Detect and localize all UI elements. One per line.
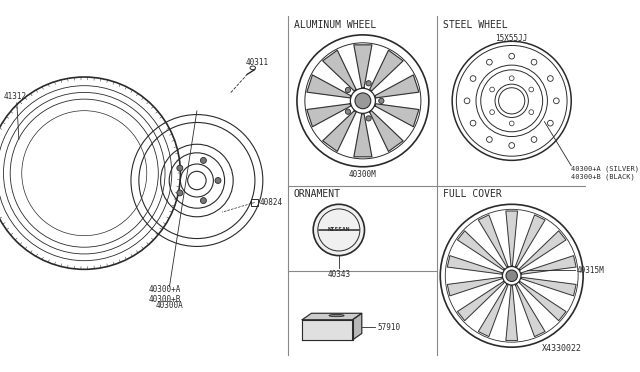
Text: STEEL WHEEL: STEEL WHEEL — [443, 20, 508, 30]
Circle shape — [506, 270, 517, 282]
Polygon shape — [447, 277, 502, 296]
Polygon shape — [323, 111, 356, 151]
Polygon shape — [370, 111, 403, 151]
Circle shape — [200, 157, 206, 163]
Ellipse shape — [329, 314, 344, 317]
Text: 40300+A (SILVER)
40300+B (BLACK): 40300+A (SILVER) 40300+B (BLACK) — [572, 166, 639, 180]
Text: 40300+A
40300+B: 40300+A 40300+B — [148, 285, 181, 304]
Polygon shape — [375, 75, 419, 98]
Polygon shape — [323, 50, 356, 91]
Polygon shape — [478, 285, 508, 337]
Polygon shape — [375, 104, 419, 127]
Polygon shape — [370, 50, 403, 91]
Text: ORNAMENT: ORNAMENT — [294, 189, 341, 199]
Circle shape — [200, 198, 206, 203]
Polygon shape — [515, 215, 545, 267]
Polygon shape — [447, 256, 502, 274]
Text: FULL COVER: FULL COVER — [443, 189, 502, 199]
Circle shape — [379, 98, 384, 103]
Circle shape — [215, 177, 221, 183]
Circle shape — [313, 204, 365, 256]
Polygon shape — [354, 45, 372, 88]
Circle shape — [346, 87, 351, 93]
Text: 15X55JJ: 15X55JJ — [495, 34, 528, 43]
Circle shape — [346, 109, 351, 114]
Polygon shape — [506, 286, 518, 340]
Polygon shape — [307, 75, 351, 98]
Circle shape — [355, 93, 371, 109]
Text: 57910: 57910 — [378, 323, 401, 331]
Text: 40343: 40343 — [327, 270, 351, 279]
Text: 40824: 40824 — [260, 198, 284, 207]
Polygon shape — [478, 215, 508, 267]
Polygon shape — [354, 114, 372, 157]
Polygon shape — [515, 285, 545, 337]
Polygon shape — [519, 231, 566, 270]
Polygon shape — [302, 320, 353, 340]
Text: 40315M: 40315M — [577, 266, 604, 275]
Text: 40311: 40311 — [245, 58, 269, 67]
Text: 40300M: 40300M — [349, 170, 377, 179]
Polygon shape — [307, 104, 351, 127]
Circle shape — [366, 81, 371, 86]
Circle shape — [366, 116, 371, 121]
Text: ALUMINUM WHEEL: ALUMINUM WHEEL — [294, 20, 376, 30]
Polygon shape — [519, 282, 566, 321]
Text: 41312: 41312 — [3, 92, 27, 101]
Circle shape — [177, 190, 183, 196]
Text: X4330022: X4330022 — [541, 344, 582, 353]
Polygon shape — [353, 313, 362, 340]
Polygon shape — [458, 282, 504, 321]
Polygon shape — [458, 231, 504, 270]
Text: 40300A: 40300A — [156, 301, 183, 310]
Bar — [251, 199, 259, 206]
Polygon shape — [506, 211, 518, 266]
Polygon shape — [521, 277, 576, 296]
Text: NISSAN: NISSAN — [328, 227, 350, 232]
Polygon shape — [521, 256, 576, 274]
Polygon shape — [302, 313, 362, 320]
Circle shape — [177, 165, 183, 171]
